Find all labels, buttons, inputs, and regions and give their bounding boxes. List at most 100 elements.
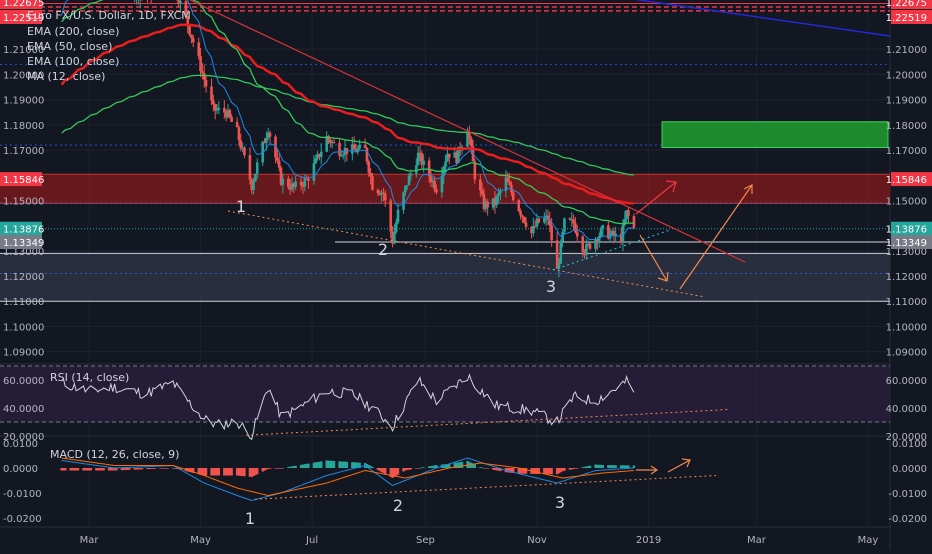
candle-body <box>544 215 548 219</box>
candle-body <box>329 139 332 144</box>
candle-body <box>268 132 272 137</box>
macd-tick-label-left: 0.0000 <box>3 464 38 475</box>
macd-histogram-bar <box>164 468 168 469</box>
candle-body <box>292 183 296 187</box>
macd-histogram-bar <box>535 468 539 474</box>
price-tick-label: 1.11000 <box>886 297 927 308</box>
price-badge-right-text: 1.15846 <box>886 175 927 186</box>
price-tick-label-left: 1.20000 <box>3 70 44 81</box>
candle-body <box>237 127 241 141</box>
right-axis-bg <box>891 0 932 550</box>
candle-body <box>625 210 628 220</box>
macd-histogram-bar <box>574 468 577 469</box>
macd-histogram-bar <box>331 460 334 468</box>
candle-body <box>482 194 486 210</box>
macd-histogram-bar <box>199 468 202 475</box>
macd-up-arrow <box>667 459 691 473</box>
chart-title: Euro FX/U.S. Dollar, 1D, FXCM <box>27 9 191 22</box>
macd-histogram-bar <box>109 468 113 471</box>
macd-histogram-bar <box>365 463 369 468</box>
candle-body <box>263 141 266 144</box>
candle-body <box>365 147 369 162</box>
candle-body <box>537 218 541 223</box>
red-arrow-head <box>665 180 677 193</box>
price-badge-right-text: 1.13876 <box>886 225 927 236</box>
ema-200-line <box>61 74 634 176</box>
ma-12-line <box>61 0 634 241</box>
macd-histogram-bar <box>212 468 215 476</box>
rsi-tick-label: 20.0000 <box>886 432 927 443</box>
macd-tick-label: 0.0100 <box>892 439 927 450</box>
candle-body <box>325 136 329 152</box>
macd-histogram-bar <box>64 468 67 471</box>
candle-body <box>422 160 425 165</box>
macd-histogram-bar <box>585 466 588 468</box>
macd-histogram-bar <box>380 468 383 472</box>
macd-histogram-bar <box>301 464 305 468</box>
candle-body <box>563 218 566 232</box>
candle-body <box>466 131 469 147</box>
price-tick-label-left: 1.10000 <box>3 322 44 333</box>
candle-body <box>224 112 228 118</box>
candle-body <box>217 107 221 110</box>
macd-histogram-bar <box>340 461 343 468</box>
macd-histogram-bar <box>276 468 279 469</box>
candle-body <box>389 200 393 232</box>
candle-body <box>607 225 610 239</box>
candle-body <box>265 137 268 144</box>
macd-histogram-bar <box>148 468 151 470</box>
price-badge-right <box>891 172 932 187</box>
macd-histogram-bar <box>192 468 195 473</box>
macd-histogram-bar <box>120 468 124 471</box>
candle-body <box>508 182 511 185</box>
resistance-zone <box>0 174 890 204</box>
price-badge-left <box>0 10 42 24</box>
macd-histogram-bar <box>393 468 396 477</box>
macd-histogram-bar <box>84 468 87 471</box>
macd-histogram-bar <box>139 468 142 470</box>
macd-histogram-bar <box>431 465 434 468</box>
macd-histogram-bar <box>568 468 572 470</box>
candle-body <box>179 1 182 4</box>
candle-body <box>543 218 546 223</box>
macd-histogram-bar <box>320 461 323 468</box>
macd-histogram-bar <box>512 468 515 473</box>
candle-body <box>420 153 424 165</box>
candle-body <box>202 73 206 80</box>
price-tick-label-left: 1.19000 <box>3 96 44 107</box>
macd-histogram-bar <box>87 468 91 471</box>
macd-histogram-bar <box>524 468 528 474</box>
macd-histogram-bar <box>473 464 477 468</box>
candle-body <box>570 219 574 221</box>
orange-arrow-head <box>743 184 753 194</box>
candle-body <box>497 193 500 197</box>
macd-histogram-bar <box>402 468 405 472</box>
macd-histogram-bar <box>223 468 226 476</box>
macd-histogram-bar <box>250 468 253 477</box>
time-tick-label: Jul <box>305 535 318 546</box>
macd-histogram-bar <box>243 468 246 477</box>
macd-label: MACD (12, 26, close, 9) <box>50 448 179 461</box>
macd-pane <box>60 457 636 502</box>
wave-label-1: 1 <box>236 197 246 216</box>
macd-histogram-bar <box>100 468 104 471</box>
macd-histogram-bar <box>448 463 451 468</box>
macd-histogram-bar <box>418 467 422 469</box>
macd-histogram-bar <box>415 468 418 469</box>
candle-body <box>575 232 579 237</box>
candle-body <box>382 192 385 194</box>
candle-body <box>511 192 515 201</box>
candle-body <box>416 152 420 166</box>
macd-histogram-bar <box>519 468 522 474</box>
candle-body <box>383 193 387 201</box>
candle-body <box>535 218 539 227</box>
macd-histogram-bar <box>594 464 597 468</box>
candle-body <box>369 172 372 177</box>
macd-histogram-bar <box>237 468 241 476</box>
candle-body <box>248 155 252 180</box>
price-tick-label-left: 1.18000 <box>3 121 44 132</box>
candle-body <box>186 16 190 26</box>
macd-histogram-bar <box>327 460 330 468</box>
candle-body <box>601 225 605 229</box>
